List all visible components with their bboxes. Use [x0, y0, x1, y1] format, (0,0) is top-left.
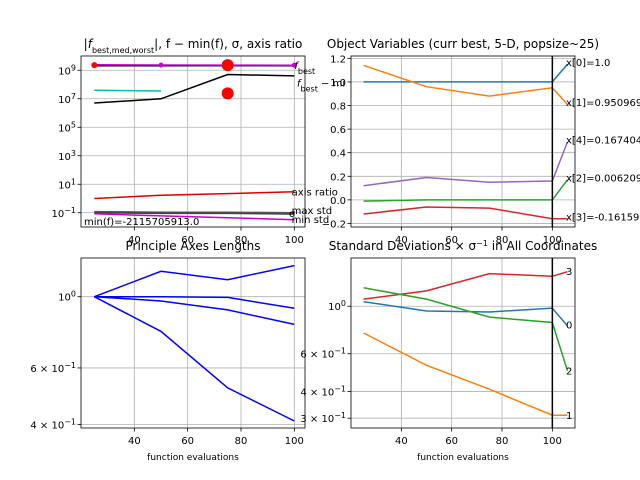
recent-marker — [221, 87, 234, 100]
annotation-sigma: σ — [289, 209, 296, 220]
series-x1 — [363, 64, 568, 105]
ytick-label: 1.2 — [330, 54, 346, 65]
series-max_std — [94, 210, 295, 214]
ytick-label: 100 — [328, 299, 346, 314]
ytick-label: 4 × 10−1 — [30, 417, 76, 432]
xtick-label: 80 — [235, 436, 248, 447]
objvars-panel: 40 60 80 100 −0.2 0.0 0.2 0.4 0.6 0.8 1.0 1.2 Object… — [322, 37, 640, 246]
xtick-label: 100 — [285, 436, 304, 447]
xtick-label: 80 — [496, 436, 509, 447]
xtick-label: 40 — [128, 436, 141, 447]
panel-title: Object Variables (curr best, 5-D, popsiz… — [327, 37, 599, 51]
xtick-label: 80 — [496, 235, 509, 246]
xtick-label: 60 — [445, 235, 458, 246]
x-axis-label: function evaluations — [147, 453, 239, 463]
ytick-label: 100 — [58, 289, 76, 304]
axes-frame — [80, 55, 306, 228]
fitness-series — [91, 59, 297, 221]
series-s2 — [363, 287, 569, 371]
xtick-label: 40 — [395, 436, 408, 447]
annotation-axis-ratio: axis ratio — [292, 188, 338, 199]
series-axis_ratio — [94, 190, 295, 200]
series-sigma_cyan — [94, 89, 162, 92]
series-s0 — [363, 300, 568, 327]
series-x4 — [363, 141, 569, 187]
ytick-label: 0.4 — [330, 149, 346, 160]
annotation-max-std: max std — [292, 206, 332, 217]
ytick-label: 103 — [58, 148, 76, 163]
ytick-label: −0.2 — [322, 219, 346, 230]
label-x4: x[4]=0.167404 — [566, 136, 640, 147]
worst-dot-100 — [291, 62, 297, 68]
label-x3: x[3]=-0.161592 — [566, 212, 640, 223]
xtick-label: 60 — [181, 235, 194, 246]
series-a3 — [94, 295, 295, 326]
annotation-min-std: min std — [292, 215, 330, 226]
ytick-label: 0.8 — [330, 102, 346, 113]
start-marker — [91, 62, 98, 69]
axes-frame — [350, 55, 576, 228]
annotation-fbest: fbest — [294, 61, 315, 76]
label-s3: 3 — [566, 267, 572, 278]
best-marker — [221, 59, 234, 72]
series-x3 — [363, 206, 568, 220]
label-x2: x[2]=0.006209 — [566, 173, 640, 184]
label-s1: 1 — [566, 411, 572, 422]
ytick-label: 0.6 — [330, 125, 346, 136]
series-s3 — [363, 270, 568, 300]
worst-dot-50 — [158, 62, 164, 68]
series-sigma_magenta — [94, 213, 295, 221]
series-a1 — [94, 264, 295, 298]
axes-panel: 40 60 80 100 100 6 × 10−1 4 × 10−1 Principle Ax… — [30, 239, 306, 463]
axes-frame — [350, 257, 576, 429]
ytick-label: 107 — [58, 91, 76, 106]
ytick-label: 4 × 10−1 — [300, 384, 346, 399]
axes-frame — [80, 257, 306, 429]
xtick-label: 60 — [181, 436, 194, 447]
min-f-footnote: min(f)=-2115705913.0 — [84, 217, 199, 228]
xtick-label: 40 — [395, 235, 408, 246]
label-s0: 0 — [566, 321, 572, 332]
series-x2 — [363, 179, 568, 202]
ytick-label: 6 × 10−1 — [300, 346, 346, 361]
ytick-label: 0.0 — [330, 196, 346, 207]
ytick-label: 101 — [58, 177, 76, 192]
series-a4 — [93, 296, 295, 422]
label-x0: x[0]=1.0 — [566, 58, 610, 69]
stds-panel: 40 60 80 100 100 6 × 10−1 4 × 10−1 3 × 10−1 Stan… — [300, 239, 597, 464]
ytick-label: 6 × 10−1 — [30, 360, 76, 375]
xtick-label: 40 — [128, 235, 141, 246]
panel-title: Principle Axes Lengths — [125, 239, 260, 253]
ytick-label: 109 — [58, 63, 76, 78]
annotation-fbest-min: fbest − mi — [297, 78, 345, 93]
ytick-label: 0.2 — [330, 172, 346, 183]
stds-series — [363, 270, 569, 416]
label-s2: 2 — [566, 367, 572, 378]
xtick-label: 100 — [543, 436, 562, 447]
series-s1 — [363, 332, 568, 416]
series-x0 — [363, 63, 568, 83]
panel-title: |fbest,med,worst|, f − min(f), σ, axis r… — [84, 37, 303, 55]
ytick-label: 1.0 — [330, 78, 346, 89]
xtick-label: 60 — [445, 436, 458, 447]
series-min_std — [94, 212, 295, 215]
fitness-panel: 40 60 80 100 10−1 101 103 105 107 109 |fbest,med,w… — [51, 37, 345, 246]
xtick-label: 80 — [235, 235, 248, 246]
series-f_minus_min — [94, 73, 295, 104]
xtick-label: 100 — [543, 235, 562, 246]
label-x1: x[1]=0.950969 — [566, 98, 640, 109]
ytick-label: 105 — [58, 120, 76, 135]
ytick-label: 10−1 — [51, 205, 76, 220]
series-a2 — [94, 295, 295, 310]
axes-series — [93, 264, 295, 422]
x-axis-label: function evaluations — [417, 453, 509, 463]
objvars-series — [363, 63, 569, 220]
panel-title: Standard Deviations × σ−1 in All Coordin… — [329, 239, 597, 254]
xtick-label: 100 — [285, 235, 304, 246]
ytick-label: 3 × 10−1 — [300, 411, 346, 426]
